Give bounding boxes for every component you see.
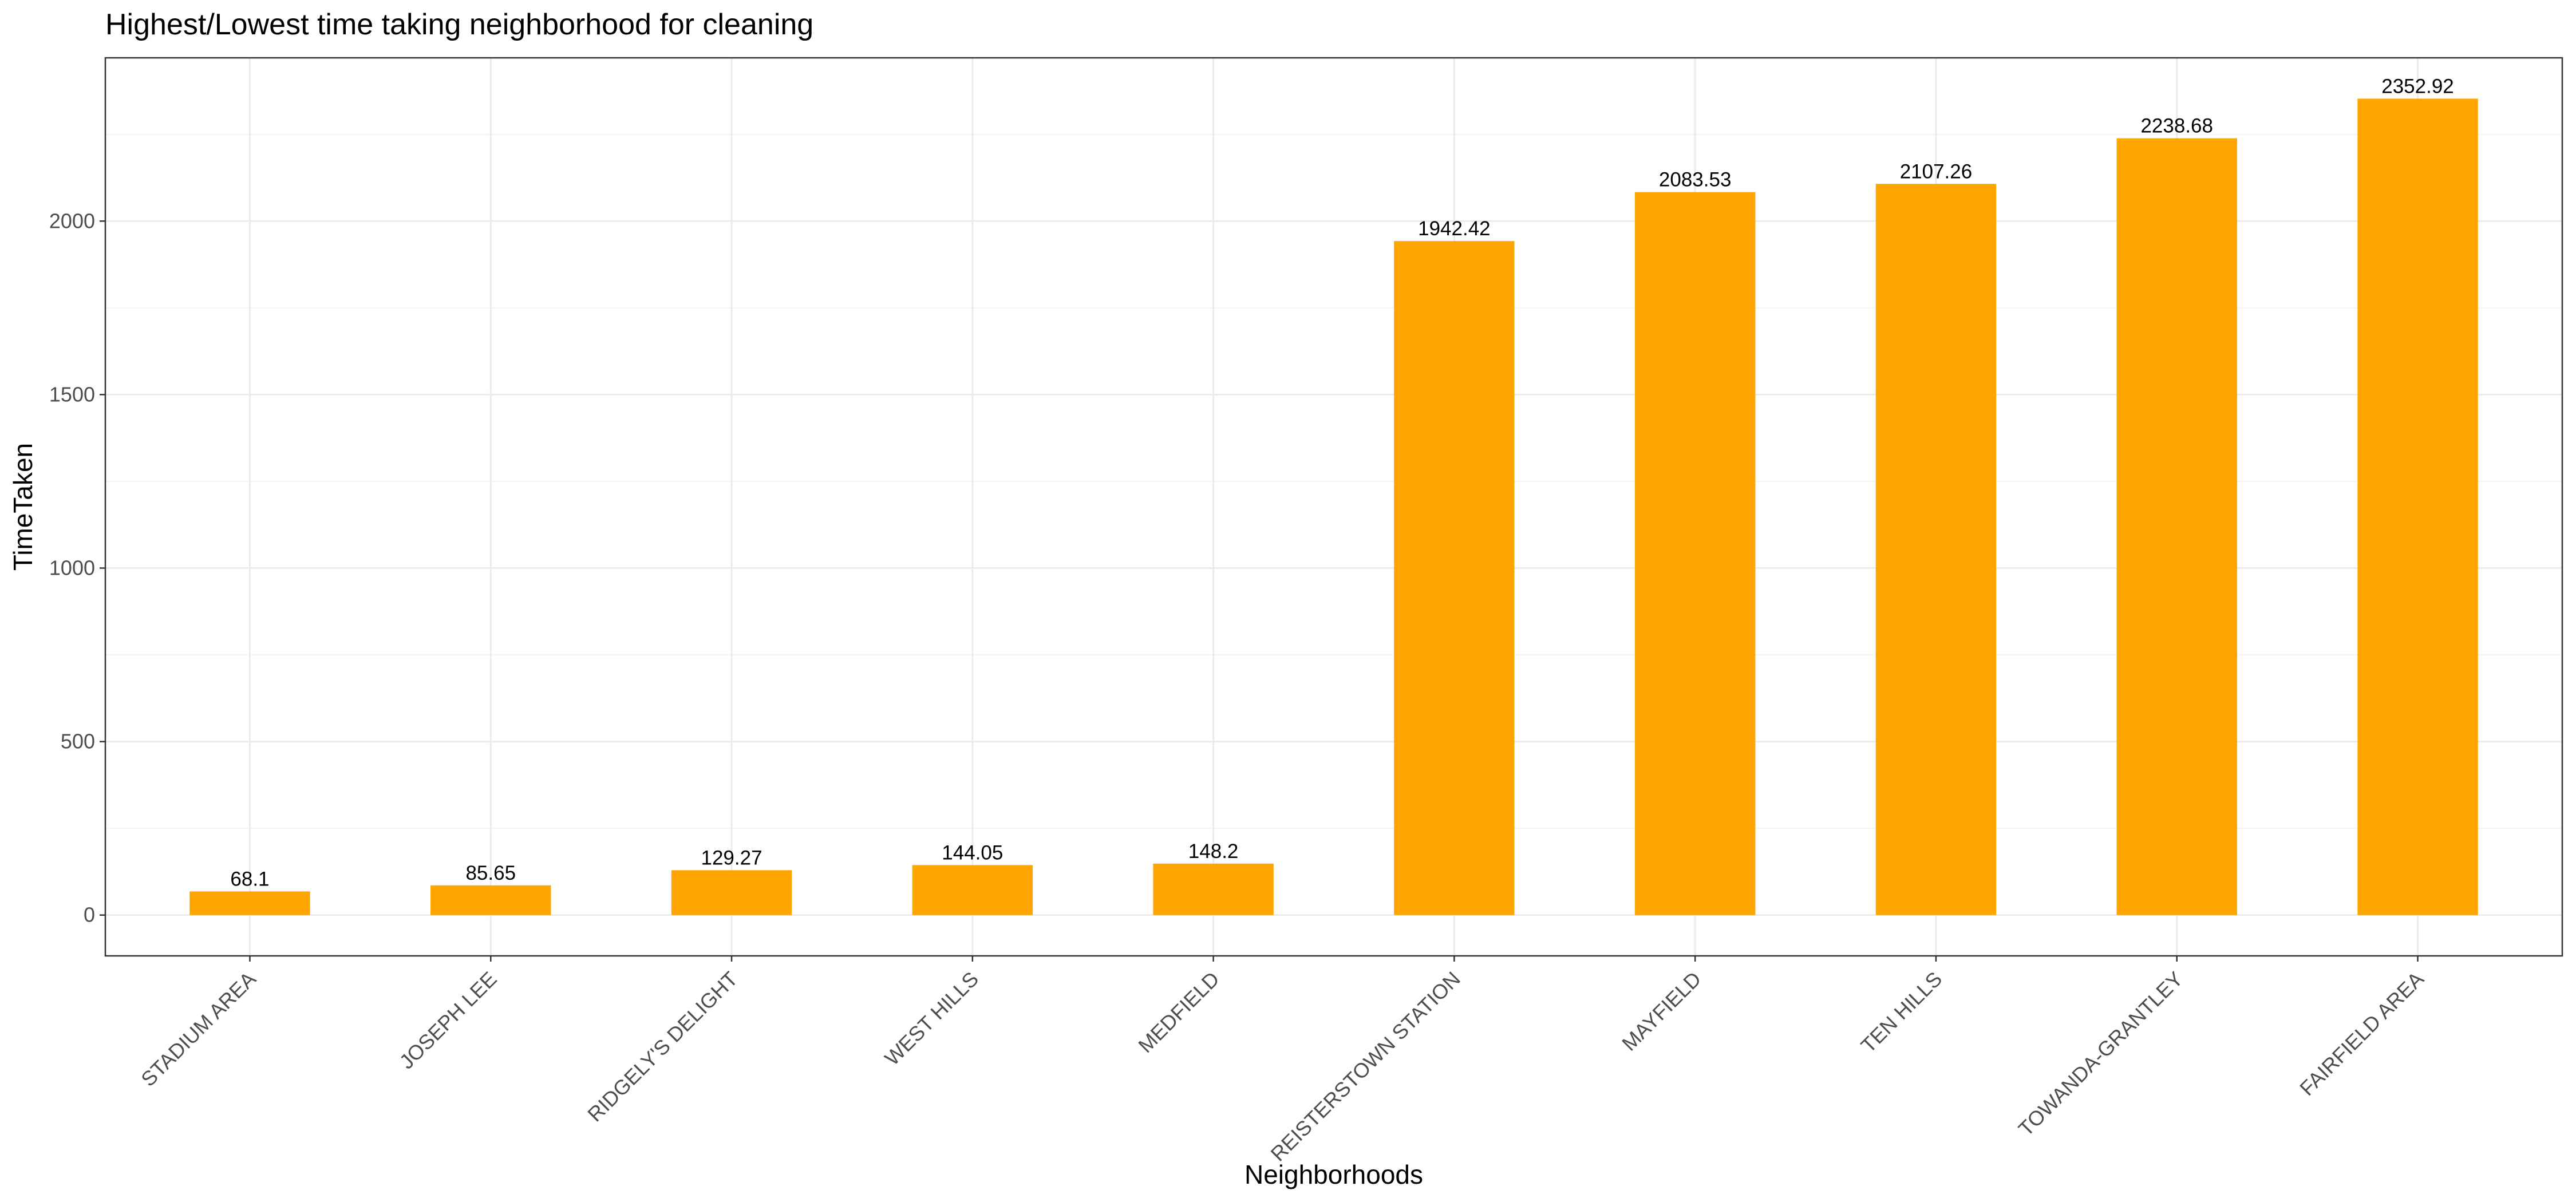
y-tick-label: 0 xyxy=(84,903,95,927)
data-label: 1942.42 xyxy=(1418,218,1491,240)
bar-medfield xyxy=(1153,863,1274,915)
data-label: 2352.92 xyxy=(2381,75,2454,97)
y-tick-label: 1500 xyxy=(49,382,95,406)
bars xyxy=(189,98,2478,915)
bar-west-hills xyxy=(912,865,1033,915)
bar-ridgely-s-delight xyxy=(671,870,792,915)
bar-mayfield xyxy=(1634,192,1756,915)
bar-towanda-grantley xyxy=(2116,138,2237,915)
data-label: 2083.53 xyxy=(1659,169,1732,191)
data-label: 2107.26 xyxy=(1900,160,1973,183)
bar-stadium-area xyxy=(189,891,310,915)
x-axis-title: Neighborhoods xyxy=(1244,1160,1423,1189)
y-axis-ticks: 0 500 1000 1500 2000 xyxy=(49,209,105,927)
bar-joseph-lee xyxy=(430,885,551,915)
data-label: 85.65 xyxy=(465,862,516,884)
data-label: 144.05 xyxy=(942,841,1003,864)
bar-ten-hills xyxy=(1875,184,1997,915)
bar-fairfield-area xyxy=(2357,98,2478,915)
data-labels: 68.1 85.65 129.27 144.05 148.2 1942.42 2083.53… xyxy=(230,75,2453,890)
y-axis-title: TimeTaken xyxy=(8,443,38,571)
panel-border xyxy=(104,57,2563,957)
chart-title: Highest/Lowest time taking neighborhood … xyxy=(105,8,813,41)
y-tick-label: 1000 xyxy=(49,556,95,579)
y-tick-label: 500 xyxy=(61,730,95,753)
data-label: 2238.68 xyxy=(2140,115,2213,137)
bar-reisterstown-station xyxy=(1394,241,1515,915)
data-label: 68.1 xyxy=(230,868,269,890)
data-label: 148.2 xyxy=(1188,840,1239,863)
data-label: 129.27 xyxy=(701,847,762,869)
y-tick-label: 2000 xyxy=(49,209,95,232)
